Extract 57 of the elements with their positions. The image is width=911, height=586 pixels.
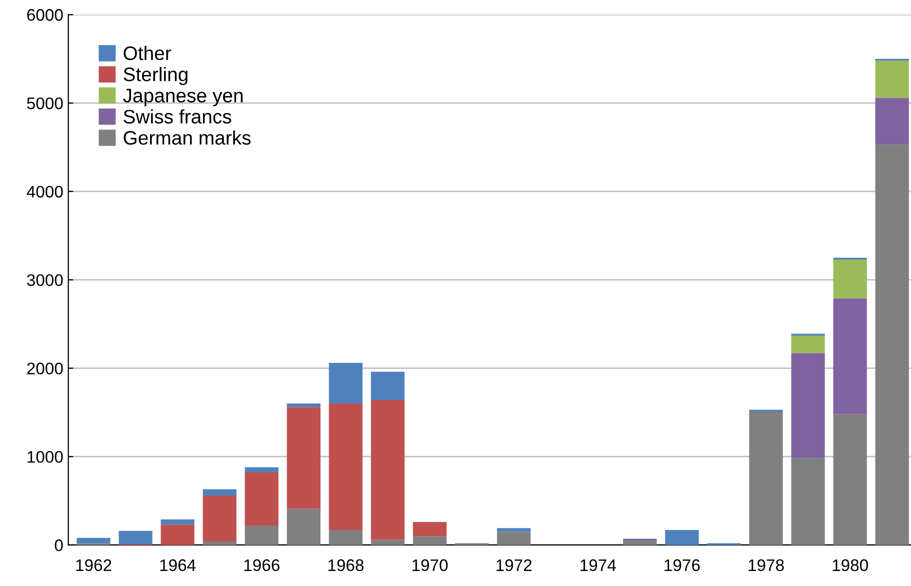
bar <box>160 524 194 545</box>
x-tick-label: 1978 <box>748 559 784 572</box>
x-tick-label: 1980 <box>832 559 868 572</box>
bar <box>833 259 867 298</box>
x-tick-label: 1970 <box>412 559 448 572</box>
y-tick-label: 0 <box>54 539 63 552</box>
bar <box>791 353 825 458</box>
y-tick-label: 2000 <box>27 362 63 374</box>
y-tick-label: 4000 <box>26 186 63 198</box>
bar <box>244 467 278 472</box>
bar <box>328 362 363 404</box>
bar <box>160 519 194 525</box>
bar <box>665 530 699 545</box>
bar <box>875 60 909 98</box>
y-tick-label: 3000 <box>27 274 63 286</box>
bar <box>286 404 320 408</box>
bar <box>833 414 867 545</box>
bar <box>833 298 867 414</box>
bar <box>328 530 363 545</box>
bar <box>412 522 447 536</box>
bar <box>118 530 152 544</box>
legend-label: German marks <box>124 130 251 145</box>
bar <box>370 540 405 545</box>
bar <box>244 472 278 526</box>
legend-label: Sterling <box>124 67 188 86</box>
bar <box>623 540 657 545</box>
bar <box>202 489 236 496</box>
x-tick-label: 1968 <box>328 559 364 572</box>
y-tick-label: 5000 <box>27 97 63 110</box>
bar <box>370 400 405 540</box>
bar <box>76 538 110 544</box>
bar <box>202 495 236 542</box>
bar <box>202 541 236 545</box>
x-tick-label: 1972 <box>496 559 532 572</box>
bar <box>791 458 825 545</box>
bar <box>286 407 320 509</box>
legend-label: Other <box>124 46 172 60</box>
y-tick-label: 1000 <box>28 450 63 463</box>
y-tick-label: 6000 <box>27 9 63 21</box>
x-tick-label: 1966 <box>244 559 280 572</box>
x-tick-label: 1976 <box>664 559 700 572</box>
x-tick-label: 1964 <box>160 559 196 572</box>
bar <box>875 144 909 545</box>
bar <box>875 98 909 145</box>
bar <box>497 532 531 545</box>
bar <box>286 508 320 545</box>
bar <box>328 404 363 530</box>
bar <box>412 536 447 545</box>
legend-label: Swiss francs <box>124 109 232 124</box>
legend-label: Japanese yen <box>123 88 243 106</box>
bar <box>497 528 531 532</box>
bar <box>370 372 405 400</box>
x-tick-label: 1962 <box>76 559 112 572</box>
x-tick-label: 1974 <box>580 559 616 572</box>
bar <box>791 336 825 354</box>
bar <box>749 412 783 545</box>
bar <box>244 526 278 545</box>
